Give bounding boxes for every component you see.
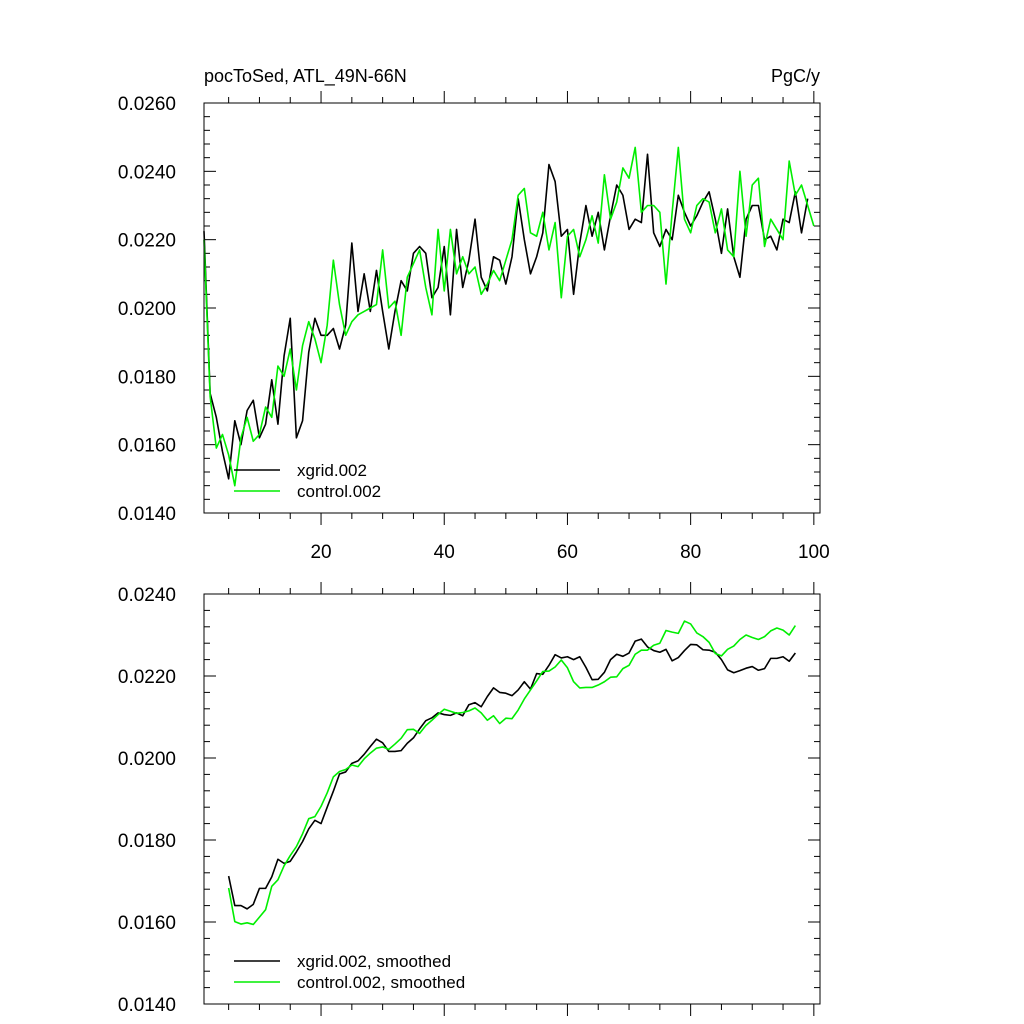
bottom-panel-smoothed-series: 0.0140 0.0160 0.0180 0.0200 0.0220 0.0240 xgr… bbox=[118, 582, 821, 1016]
top-panel-raw-series: pocToSed, ATL_49N-66N PgC/y 0.0140 0.0160… bbox=[118, 66, 830, 563]
legend-label-control-002-smoothed: control.002, smoothed bbox=[297, 973, 465, 992]
legend-label-xgrid-002-smoothed: xgrid.002, smoothed bbox=[297, 952, 451, 971]
y-tick-label: 0.0140 bbox=[118, 995, 176, 1016]
y-tick-label: 0.0180 bbox=[118, 367, 176, 388]
series-line-control-002 bbox=[203, 146, 815, 487]
top-panel-plot-frame bbox=[203, 102, 821, 514]
series-line-xgrid-002-smoothed bbox=[227, 638, 796, 910]
bottom-panel-plot-frame bbox=[203, 593, 821, 1005]
y-tick-label: 0.0160 bbox=[118, 436, 176, 457]
y-tick-label: 0.0180 bbox=[118, 831, 176, 852]
legend-label-control-002: control.002 bbox=[297, 482, 381, 501]
top-panel-ticks: 0.0140 0.0160 0.0180 0.0200 0.0220 0.0240 0.02… bbox=[118, 91, 830, 563]
y-tick-label: 0.0220 bbox=[118, 667, 176, 688]
units-label: PgC/y bbox=[771, 66, 820, 86]
y-tick-label: 0.0220 bbox=[118, 231, 176, 252]
x-tick-label: 100 bbox=[798, 542, 830, 563]
x-tick-label: 20 bbox=[310, 542, 331, 563]
x-tick-label: 80 bbox=[680, 542, 701, 563]
y-tick-label: 0.0140 bbox=[118, 504, 176, 525]
x-tick-label: 40 bbox=[434, 542, 455, 563]
bottom-panel-series bbox=[227, 620, 797, 926]
top-panel-series bbox=[203, 146, 815, 487]
series-line-control-002-smoothed bbox=[227, 620, 797, 926]
legend-label-xgrid-002: xgrid.002 bbox=[297, 461, 367, 480]
series-line-xgrid-002 bbox=[203, 153, 809, 480]
y-tick-label: 0.0240 bbox=[118, 162, 176, 183]
y-tick-label: 0.0160 bbox=[118, 913, 176, 934]
y-tick-label: 0.0200 bbox=[118, 299, 176, 320]
bottom-panel-legend: xgrid.002, smoothed control.002, smoothed bbox=[234, 952, 465, 992]
y-tick-label: 0.0260 bbox=[118, 94, 176, 115]
x-tick-label: 60 bbox=[557, 542, 578, 563]
y-tick-label: 0.0240 bbox=[118, 585, 176, 606]
chart-title: pocToSed, ATL_49N-66N bbox=[204, 66, 407, 87]
y-tick-label: 0.0200 bbox=[118, 749, 176, 770]
top-panel-legend: xgrid.002 control.002 bbox=[234, 461, 381, 501]
